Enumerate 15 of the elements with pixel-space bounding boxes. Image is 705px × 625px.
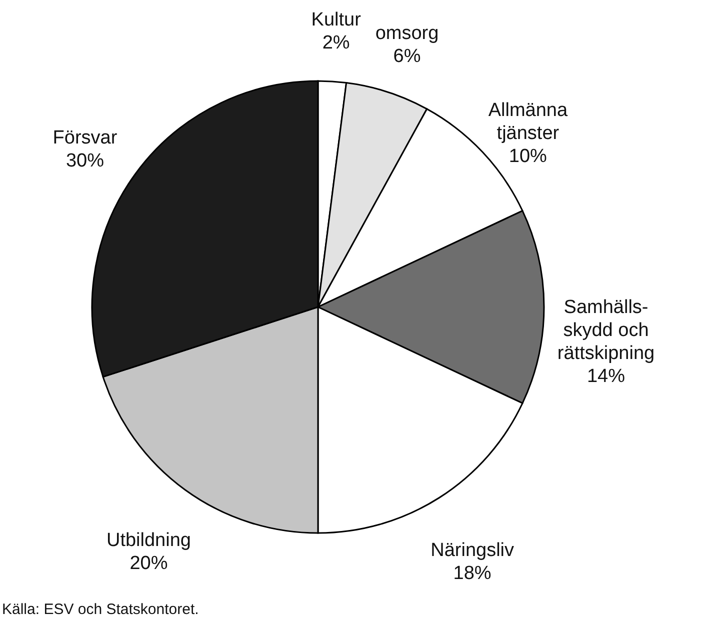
text: Källa: ESV och Statskontoret.: [2, 601, 199, 618]
data-label: 30%: [66, 150, 104, 172]
slice-label: Kultur: [311, 10, 362, 31]
slice-label: Utbildning: [106, 530, 191, 551]
data-label: 10%: [508, 146, 548, 167]
data-label: 14%: [586, 366, 626, 387]
slice-label: omsorg: [375, 23, 439, 44]
data-label: 6%: [393, 46, 421, 68]
data-label: 18%: [453, 563, 492, 584]
data-label: 20%: [130, 552, 168, 574]
data-label: 2%: [322, 32, 350, 54]
slice-label: Näringsliv: [430, 540, 515, 562]
slice-label: Allmänna tjänster: [488, 100, 568, 144]
slice-label: Samhälls- skydd och rättskipning: [557, 297, 655, 364]
slice-label: Försvar: [52, 128, 118, 149]
